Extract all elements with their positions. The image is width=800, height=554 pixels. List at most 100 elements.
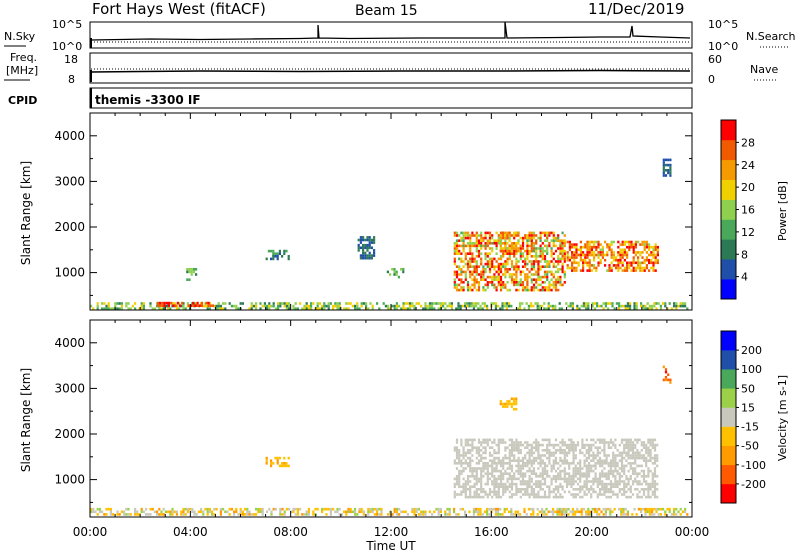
heatmap-cell	[506, 268, 509, 271]
heatmap-cell	[458, 283, 461, 287]
heatmap-cell	[653, 467, 657, 470]
heatmap-cell	[318, 307, 321, 310]
heatmap-cell	[486, 472, 489, 475]
heatmap-cell	[120, 302, 123, 305]
heatmap-cell	[552, 262, 555, 266]
heatmap-cell	[502, 488, 505, 491]
heatmap-cell	[169, 307, 172, 310]
heatmap-cell	[641, 256, 644, 259]
heatmap-cell	[535, 255, 538, 258]
heatmap-cell	[484, 244, 487, 248]
heatmap-cell	[197, 510, 200, 514]
heatmap-cell	[653, 513, 656, 516]
heatmap-cell	[464, 278, 467, 281]
heatmap-cell	[460, 268, 463, 271]
heatmap-cell	[614, 467, 617, 470]
heatmap-cell	[601, 482, 604, 486]
heatmap-cell	[571, 513, 574, 516]
heatmap-cell	[513, 268, 516, 271]
heatmap-cell	[473, 244, 476, 248]
heatmap-cell	[321, 304, 324, 308]
heatmap-cell	[283, 249, 286, 253]
heatmap-cell	[482, 273, 485, 276]
heatmap-cell	[486, 477, 489, 481]
heatmap-cell	[173, 510, 176, 514]
heatmap-cell	[373, 241, 376, 244]
heatmap-cell	[584, 253, 587, 257]
heatmap-cell	[349, 302, 352, 305]
heatmap-cell	[395, 507, 398, 511]
heatmap-cell	[548, 451, 551, 455]
heatmap-cell	[457, 307, 460, 310]
heatmap-cell	[491, 441, 494, 444]
heatmap-cell	[543, 281, 547, 284]
heatmap-cell	[543, 273, 547, 276]
heatmap-cell	[462, 286, 465, 289]
heatmap-cell	[550, 278, 553, 281]
heatmap-cell	[460, 257, 463, 261]
heatmap-cell	[610, 251, 613, 254]
heatmap-cell	[538, 307, 541, 310]
heatmap-cell	[455, 242, 459, 245]
heatmap-cell	[475, 469, 478, 473]
heatmap-cell	[561, 270, 564, 274]
heatmap-cell	[508, 456, 511, 460]
heatmap-cell	[497, 278, 500, 281]
heatmap-cell	[585, 451, 588, 455]
heatmap-cell	[513, 459, 516, 462]
heatmap-cell	[550, 260, 553, 263]
heatmap-cell	[614, 438, 617, 442]
heatmap-cell	[310, 302, 313, 305]
heatmap-cell	[488, 451, 492, 455]
heatmap-cell	[607, 464, 610, 468]
heatmap-cell	[596, 451, 599, 455]
heatmap-cell	[645, 459, 648, 462]
heatmap-cell	[526, 490, 529, 494]
heatmap-cell	[563, 472, 566, 475]
heatmap-cell	[235, 304, 238, 308]
heatmap-cell	[482, 495, 485, 499]
heatmap-cell	[592, 477, 595, 481]
heatmap-cell	[592, 443, 595, 447]
heatmap-cell	[634, 454, 637, 457]
heatmap-cell	[636, 441, 639, 444]
heatmap-cell	[638, 464, 641, 468]
heatmap-cell	[636, 495, 639, 499]
heatmap-cell	[620, 459, 624, 462]
heatmap-cell	[462, 244, 465, 248]
heatmap-cell	[493, 482, 496, 486]
heatmap-cell	[360, 510, 363, 514]
heatmap-cell	[512, 234, 516, 237]
heatmap-cell	[321, 510, 324, 514]
heatmap-cell	[653, 462, 657, 465]
heatmap-cell	[630, 269, 633, 272]
heatmap-cell	[283, 464, 286, 468]
heatmap-cell	[548, 449, 551, 452]
heatmap-cell	[554, 449, 558, 452]
heatmap-cell	[598, 475, 602, 478]
heatmap-cell	[645, 256, 648, 259]
heatmap-cell	[559, 464, 562, 468]
heatmap-cell	[488, 490, 492, 494]
heatmap-cell	[466, 456, 470, 460]
heatmap-cell	[136, 513, 139, 516]
heatmap-cell	[620, 507, 623, 511]
heatmap-cell	[469, 493, 472, 496]
heatmap-cell	[548, 438, 551, 442]
heatmap-cell	[515, 469, 518, 473]
heatmap-cell	[577, 261, 580, 265]
heatmap-cell	[508, 472, 511, 475]
heatmap-cell	[664, 169, 668, 172]
heatmap-cell	[276, 252, 279, 255]
heatmap-cell	[409, 302, 412, 305]
heatmap-cell	[213, 507, 216, 511]
heatmap-cell	[618, 302, 621, 305]
nsky-tick-bottom: 10^0	[52, 40, 82, 53]
heatmap-cell	[642, 443, 646, 447]
heatmap-cell	[537, 273, 540, 276]
heatmap-cell	[125, 302, 128, 305]
heatmap-cell	[483, 302, 486, 305]
heatmap-cell	[495, 265, 498, 268]
heatmap-cell	[612, 490, 615, 494]
heatmap-cell	[604, 258, 607, 262]
